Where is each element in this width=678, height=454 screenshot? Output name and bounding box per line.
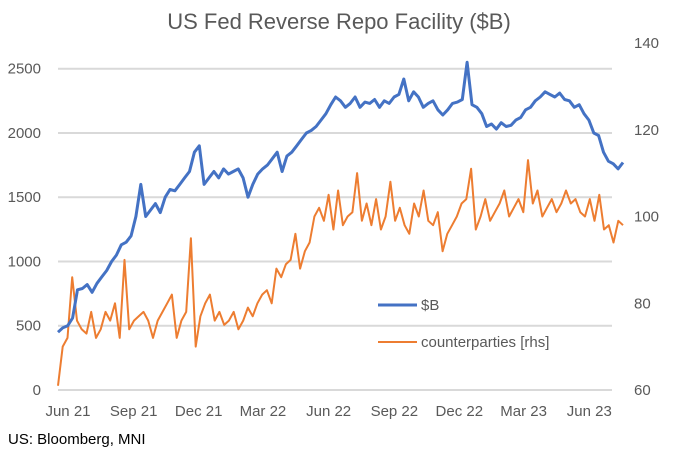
chart-title: US Fed Reverse Repo Facility ($B) bbox=[167, 9, 511, 34]
x-tick-label: Dec 21 bbox=[175, 403, 223, 420]
y-left-tick-label: 0 bbox=[33, 382, 41, 399]
y-axis-left: 0 500 1000 1500 2000 2500 bbox=[8, 61, 41, 399]
y-left-tick-label: 1000 bbox=[8, 253, 41, 270]
x-tick-label: Sep 21 bbox=[110, 403, 158, 420]
y-right-tick-label: 120 bbox=[634, 122, 659, 139]
x-axis: Jun 21 Sep 21 Dec 21 Mar 22 Jun 22 Sep 22 Dec … bbox=[45, 403, 611, 420]
y-right-tick-label: 80 bbox=[634, 295, 651, 312]
y-left-tick-label: 2000 bbox=[8, 125, 41, 142]
y-left-tick-label: 2500 bbox=[8, 61, 41, 78]
y-right-tick-label: 60 bbox=[634, 382, 651, 399]
series-line-b bbox=[56, 60, 625, 334]
series-line-counterparties bbox=[57, 159, 624, 386]
y-left-tick-label: 500 bbox=[16, 318, 41, 335]
source-note: US: Bloomberg, MNI bbox=[8, 431, 146, 448]
y-right-tick-label: 140 bbox=[634, 35, 659, 52]
y-axis-right: 60 80 100 120 140 bbox=[634, 35, 659, 399]
x-tick-label: Jun 21 bbox=[45, 403, 90, 420]
legend: $B counterparties [rhs] bbox=[378, 297, 549, 351]
x-tick-label: Mar 22 bbox=[240, 403, 287, 420]
x-tick-label: Jun 23 bbox=[567, 403, 612, 420]
series-lines bbox=[56, 60, 625, 386]
y-right-tick-label: 100 bbox=[634, 209, 659, 226]
x-tick-label: Mar 23 bbox=[500, 403, 547, 420]
x-tick-label: Sep 22 bbox=[371, 403, 419, 420]
legend-label-b: $B bbox=[421, 297, 439, 314]
x-tick-label: Dec 22 bbox=[436, 403, 484, 420]
x-tick-label: Jun 22 bbox=[306, 403, 351, 420]
legend-label-counterparties: counterparties [rhs] bbox=[421, 334, 549, 351]
y-left-tick-label: 1500 bbox=[8, 189, 41, 206]
